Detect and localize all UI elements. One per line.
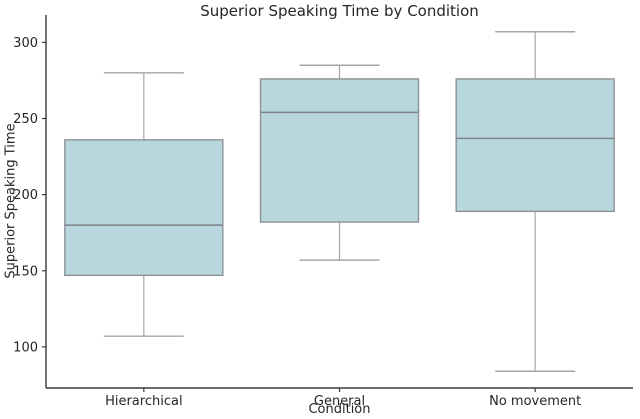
box-no-movement: [455, 78, 615, 213]
y-tick-label: 300: [13, 36, 38, 51]
y-tick-label: 150: [13, 264, 38, 279]
box-hierarchical: [64, 139, 224, 277]
x-axis-label: Condition: [308, 402, 371, 417]
x-tick-label: No movement: [489, 394, 581, 409]
y-tick-label: 100: [13, 340, 38, 355]
x-tick-label: General: [314, 394, 365, 409]
y-tick-label: 250: [13, 112, 38, 127]
box-general: [259, 78, 420, 223]
y-tick-label: 200: [13, 188, 38, 203]
chart-title: Superior Speaking Time by Condition: [200, 2, 479, 20]
x-tick-label: Hierarchical: [105, 394, 182, 409]
